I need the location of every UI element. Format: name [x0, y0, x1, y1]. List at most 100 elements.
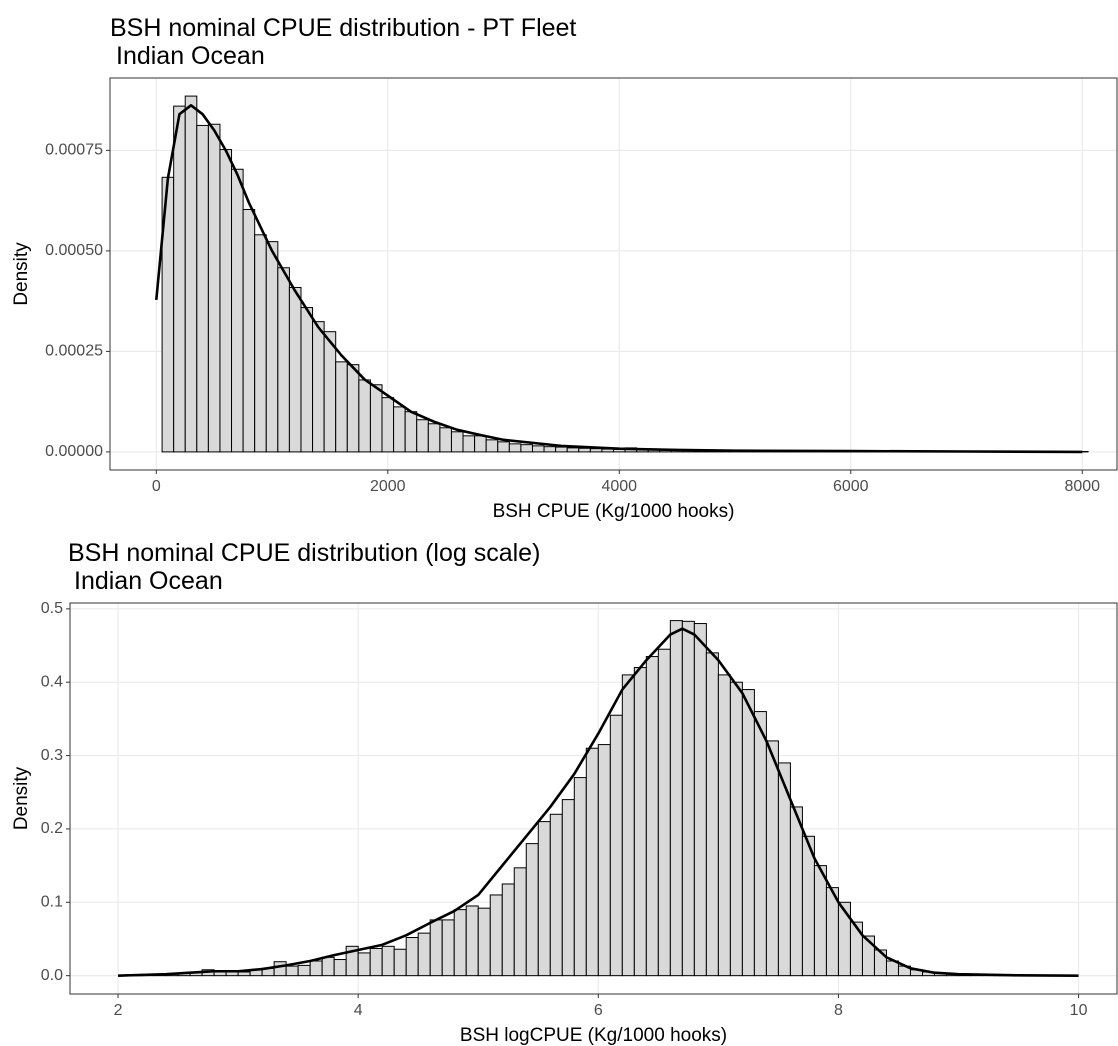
chart-title: BSH nominal CPUE distribution (log scale…	[68, 539, 540, 567]
y-tick-label: 0.00025	[45, 343, 103, 360]
density-line	[155, 104, 1083, 454]
histogram-bar	[555, 446, 568, 453]
histogram-bar	[321, 956, 335, 977]
histogram-bar	[369, 384, 383, 453]
histogram-bar	[254, 234, 267, 453]
histogram-bar	[489, 894, 503, 977]
histogram-bar	[717, 674, 731, 977]
histogram-bar	[369, 948, 383, 977]
x-tick-label: 0	[152, 478, 161, 495]
histogram-bar	[335, 361, 348, 453]
histogram-bar	[405, 937, 419, 977]
histogram-bar	[633, 667, 647, 977]
histogram-bar	[693, 623, 707, 977]
histogram-bar	[789, 806, 803, 977]
histogram-bar	[309, 960, 323, 977]
histogram-bar	[285, 965, 299, 977]
histogram-bar	[578, 447, 591, 453]
histogram-bar	[219, 149, 233, 453]
y-tick-label: 0.00050	[45, 242, 103, 259]
y-tick-label: 0.4	[41, 673, 63, 690]
histogram-bar	[681, 620, 695, 977]
histogram-bar	[300, 307, 314, 453]
y-tick-label: 0.00075	[45, 142, 103, 159]
histogram-bar	[207, 123, 221, 453]
histogram-bar	[427, 423, 441, 453]
histogram-bar	[237, 971, 251, 977]
histogram-bar	[265, 241, 279, 453]
histogram-bar	[753, 711, 767, 977]
histogram-bar	[312, 321, 325, 453]
histogram-bar	[242, 208, 256, 453]
y-tick-label: 0.5	[41, 600, 63, 617]
panel-border	[109, 77, 1118, 471]
histogram-bar	[323, 331, 337, 453]
y-axis-label: Density	[11, 242, 32, 306]
histogram-bar	[358, 379, 371, 453]
x-tick-label: 10	[1070, 1002, 1088, 1019]
x-tick-label: 8	[834, 1002, 843, 1019]
histogram-bar	[597, 744, 611, 977]
histogram-bar	[333, 959, 347, 977]
histogram-bar	[273, 961, 287, 977]
histogram-bar	[357, 952, 371, 977]
histogram-bar	[288, 286, 302, 453]
histogram-bar	[277, 267, 290, 453]
histogram-bar	[520, 444, 533, 453]
histogram-bar	[573, 777, 587, 977]
histogram-bar	[609, 714, 623, 977]
chart-subtitle: Indian Ocean	[116, 42, 265, 70]
x-tick-label: 4	[354, 1002, 363, 1019]
x-axis-label: BSH logCPUE (Kg/1000 hooks)	[460, 1025, 727, 1046]
y-tick-label: 0.0	[41, 967, 63, 984]
panel-border	[69, 602, 1118, 995]
histogram-bar	[657, 648, 671, 977]
histogram-bar	[729, 681, 743, 977]
histogram-bar	[741, 689, 755, 977]
histogram-bar	[585, 747, 599, 977]
histogram-bar	[173, 105, 186, 453]
histogram-bar	[508, 443, 522, 453]
histogram-bar	[439, 427, 452, 453]
histogram-bar	[837, 901, 851, 977]
histogram-bar	[566, 447, 580, 453]
histogram-bar	[543, 446, 557, 453]
histogram-bar	[381, 945, 395, 977]
histogram-bar	[474, 435, 487, 453]
histogram-bar	[477, 907, 491, 977]
histogram-bar	[416, 419, 429, 453]
histogram-bar	[849, 921, 863, 977]
histogram-bar	[525, 843, 539, 977]
histogram-bar	[346, 364, 360, 453]
x-tick-label: 6	[594, 1002, 603, 1019]
histogram-bar	[393, 948, 407, 977]
histogram-bar	[450, 431, 464, 453]
y-tick-label: 0.00000	[45, 443, 103, 460]
histogram-bar	[196, 124, 209, 453]
x-tick-label: 2000	[370, 478, 406, 495]
y-tick-label: 0.1	[41, 894, 63, 911]
histogram-bar	[393, 406, 406, 453]
histogram-bar	[813, 865, 827, 977]
histogram-bar	[453, 909, 467, 977]
histogram-bar	[621, 674, 635, 977]
histogram-bar	[513, 867, 527, 977]
chart-subtitle: Indian Ocean	[74, 567, 223, 595]
histogram-bar	[669, 620, 683, 977]
x-axis-label: BSH CPUE (Kg/1000 hooks)	[493, 501, 735, 522]
histogram-bar	[589, 448, 603, 453]
histogram-bar	[417, 932, 431, 977]
histogram-bar	[462, 435, 476, 453]
histogram-bar	[873, 949, 887, 977]
histogram-bar	[531, 445, 545, 453]
histogram-bar	[645, 656, 659, 977]
histogram-bar	[705, 652, 719, 977]
chart-title: BSH nominal CPUE distribution - PT Fleet	[110, 14, 576, 42]
histogram-bar	[537, 821, 551, 977]
histogram-bar	[485, 439, 499, 453]
histogram-bar	[231, 168, 244, 453]
histogram-bar	[501, 883, 515, 977]
histogram-bar	[561, 799, 575, 977]
